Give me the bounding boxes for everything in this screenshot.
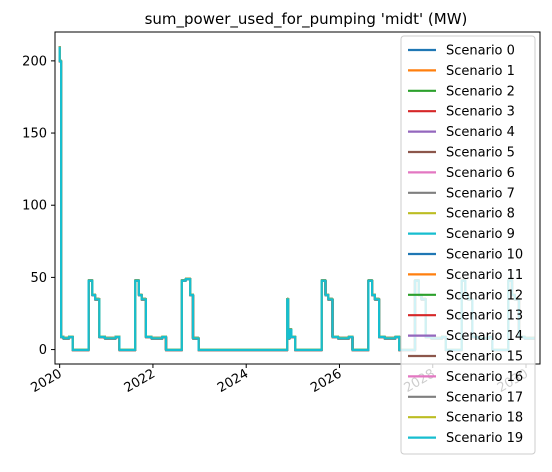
y-tick-label: 100 <box>22 199 47 214</box>
legend: Scenario 0 Scenario 1 Scenario 2 Scenario 3… <box>400 35 536 455</box>
legend-label: Scenario 4 <box>446 125 515 140</box>
legend-label: Scenario 18 <box>446 411 523 426</box>
legend-label: Scenario 10 <box>446 248 523 263</box>
legend-label: Scenario 17 <box>446 390 523 405</box>
legend-label: Scenario 11 <box>446 268 523 283</box>
x-tick-label: 2024 <box>215 366 251 396</box>
legend-label: Scenario 7 <box>446 186 515 201</box>
legend-label: Scenario 1 <box>446 64 515 79</box>
legend-label: Scenario 12 <box>446 288 523 303</box>
legend-label: Scenario 0 <box>446 44 515 59</box>
chart-title: sum_power_used_for_pumping 'midt' (MW) <box>145 10 468 29</box>
legend-label: Scenario 19 <box>446 431 523 446</box>
legend-label: Scenario 9 <box>446 227 515 242</box>
legend-label: Scenario 5 <box>446 146 515 161</box>
x-tick-label: 2020 <box>29 366 65 396</box>
legend-label: Scenario 15 <box>446 350 523 365</box>
y-tick-label: 50 <box>30 271 47 286</box>
x-tick-label: 2022 <box>122 366 158 396</box>
y-tick-label: 0 <box>39 343 47 358</box>
x-tick-label: 2026 <box>308 366 344 396</box>
legend-label: Scenario 6 <box>446 166 515 181</box>
legend-label: Scenario 16 <box>446 370 523 385</box>
legend-label: Scenario 14 <box>446 329 523 344</box>
y-tick-label: 200 <box>22 54 47 69</box>
legend-box <box>400 35 536 455</box>
legend-label: Scenario 3 <box>446 105 515 120</box>
legend-label: Scenario 2 <box>446 84 515 99</box>
y-tick-label: 150 <box>22 127 47 142</box>
axes-frame <box>54 31 541 365</box>
legend-label: Scenario 8 <box>446 207 515 222</box>
legend-label: Scenario 13 <box>446 309 523 324</box>
